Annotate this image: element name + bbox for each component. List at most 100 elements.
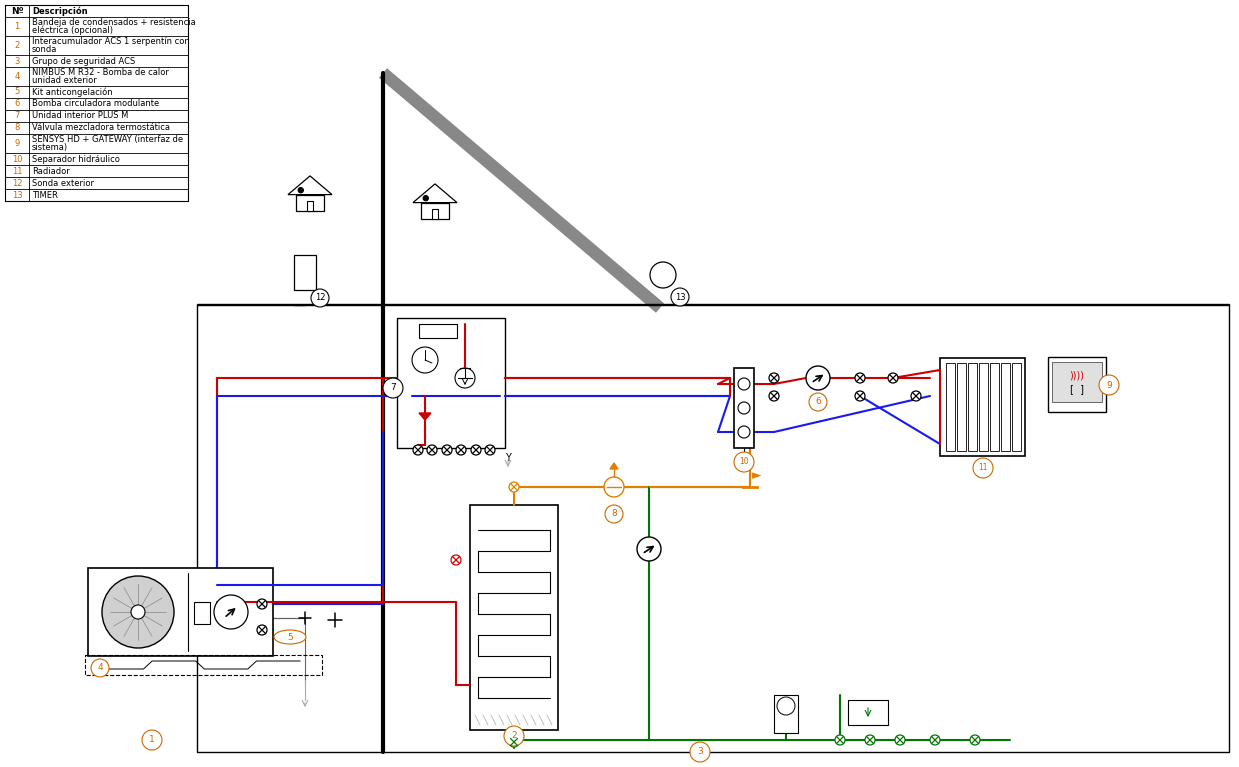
Circle shape (672, 288, 689, 306)
Bar (195, 602, 209, 624)
Circle shape (973, 458, 992, 478)
Text: 5: 5 (287, 633, 292, 641)
Text: )))): )))) (1069, 370, 1084, 380)
Circle shape (807, 366, 830, 390)
Circle shape (769, 391, 779, 401)
Text: 4: 4 (97, 663, 103, 673)
Circle shape (471, 445, 481, 455)
Polygon shape (610, 463, 618, 469)
Bar (307, 201, 313, 211)
Circle shape (835, 735, 845, 745)
Circle shape (442, 445, 452, 455)
Text: 11: 11 (979, 463, 987, 472)
Circle shape (102, 576, 173, 648)
Text: [  ]: [ ] (1070, 384, 1084, 394)
Bar (431, 209, 439, 219)
Text: 4: 4 (15, 72, 20, 81)
Text: Descripción: Descripción (32, 6, 88, 16)
Circle shape (637, 537, 660, 561)
Text: 12: 12 (315, 294, 326, 302)
Text: 12: 12 (11, 179, 22, 187)
Circle shape (738, 378, 750, 390)
Text: 1: 1 (15, 22, 20, 31)
Circle shape (484, 445, 496, 455)
Text: 6: 6 (815, 397, 821, 407)
Circle shape (777, 697, 795, 715)
Bar (968, 363, 978, 451)
Circle shape (214, 595, 248, 629)
Text: eléctrica (opcional): eléctrica (opcional) (32, 26, 113, 35)
Circle shape (970, 735, 980, 745)
Text: 10: 10 (740, 457, 748, 466)
Bar (1048, 357, 1106, 412)
Text: 7: 7 (390, 384, 396, 393)
Text: 2: 2 (512, 732, 517, 740)
Text: 1: 1 (149, 736, 155, 745)
Circle shape (509, 737, 519, 747)
Ellipse shape (274, 630, 306, 644)
Circle shape (131, 605, 145, 619)
Bar (979, 363, 987, 451)
Text: Bomba circuladora modulante: Bomba circuladora modulante (32, 100, 160, 108)
Bar (85, 655, 322, 675)
Circle shape (809, 393, 826, 411)
Text: 6: 6 (15, 100, 20, 108)
Text: Nº: Nº (11, 6, 24, 15)
Bar (421, 202, 450, 219)
Text: Válvula mezcladora termostática: Válvula mezcladora termostática (32, 123, 170, 133)
Bar (197, 304, 1229, 752)
Text: 9: 9 (15, 139, 20, 148)
Bar (1012, 363, 1021, 451)
Circle shape (509, 482, 519, 492)
Circle shape (413, 347, 439, 373)
Circle shape (855, 373, 865, 383)
Circle shape (1099, 375, 1119, 395)
Circle shape (142, 730, 162, 750)
Circle shape (690, 742, 710, 762)
Text: sonda: sonda (32, 45, 57, 54)
Circle shape (605, 505, 623, 523)
Text: Kit anticongelación: Kit anticongelación (32, 87, 113, 97)
Text: ►: ► (752, 469, 762, 482)
Bar (296, 195, 325, 211)
Circle shape (256, 625, 266, 635)
Polygon shape (287, 176, 332, 195)
Circle shape (769, 373, 779, 383)
Text: TIMER: TIMER (32, 190, 58, 199)
Text: Sonda exterior: Sonda exterior (32, 179, 94, 187)
Circle shape (650, 262, 676, 288)
Bar (5, 5, 188, 201)
Bar (1001, 363, 1010, 451)
Circle shape (427, 445, 437, 455)
Bar (774, 695, 798, 733)
Text: sistema): sistema) (32, 143, 68, 152)
Circle shape (865, 735, 875, 745)
Text: 13: 13 (675, 292, 685, 301)
Bar (419, 324, 457, 338)
Bar (847, 700, 888, 725)
Circle shape (90, 659, 109, 677)
Text: unidad exterior: unidad exterior (32, 76, 97, 85)
Circle shape (455, 368, 475, 388)
Text: 8: 8 (15, 123, 20, 133)
Text: 7: 7 (15, 111, 20, 120)
Polygon shape (419, 413, 431, 420)
Bar (957, 363, 966, 451)
Bar (88, 568, 273, 656)
Text: Grupo de seguridad ACS: Grupo de seguridad ACS (32, 57, 135, 65)
Circle shape (733, 452, 755, 472)
Polygon shape (413, 184, 457, 202)
Circle shape (895, 735, 904, 745)
Circle shape (930, 735, 940, 745)
Circle shape (424, 196, 429, 201)
Text: 13: 13 (11, 190, 22, 199)
Circle shape (603, 477, 624, 497)
Circle shape (456, 445, 466, 455)
Text: 8: 8 (611, 509, 617, 518)
Text: Radiador: Radiador (32, 166, 69, 176)
Circle shape (451, 555, 461, 565)
Bar (940, 358, 1025, 456)
Circle shape (504, 726, 524, 746)
Bar (733, 368, 755, 448)
Text: 3: 3 (698, 748, 703, 756)
